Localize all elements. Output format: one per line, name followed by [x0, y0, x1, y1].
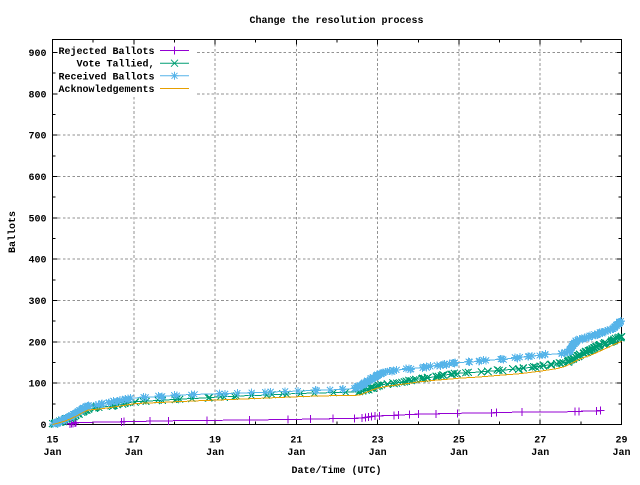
svg-text:Rejected Ballots: Rejected Ballots	[58, 46, 154, 58]
svg-text:25: 25	[453, 436, 465, 447]
svg-text:700: 700	[28, 132, 46, 143]
svg-text:Vote Tallied,: Vote Tallied,	[76, 59, 154, 71]
svg-text:400: 400	[28, 256, 46, 267]
svg-text:200: 200	[28, 338, 46, 349]
svg-text:900: 900	[28, 49, 46, 60]
svg-text:Acknowledgements: Acknowledgements	[58, 84, 154, 96]
svg-text:600: 600	[28, 173, 46, 184]
svg-text:29: 29	[615, 436, 627, 447]
svg-text:800: 800	[28, 90, 46, 101]
svg-text:Jan: Jan	[206, 448, 224, 459]
svg-text:0: 0	[40, 421, 46, 432]
svg-text:21: 21	[290, 436, 302, 447]
svg-text:15: 15	[46, 436, 58, 447]
svg-text:Jan: Jan	[450, 448, 468, 459]
svg-text:Jan: Jan	[369, 448, 387, 459]
svg-text:17: 17	[128, 436, 140, 447]
svg-text:19: 19	[209, 436, 221, 447]
svg-text:Received Ballots: Received Ballots	[58, 71, 154, 83]
svg-text:Ballots: Ballots	[7, 211, 19, 253]
svg-text:100: 100	[28, 380, 46, 391]
svg-text:Jan: Jan	[531, 448, 549, 459]
svg-text:Jan: Jan	[287, 448, 305, 459]
svg-text:Change the resolution process: Change the resolution process	[249, 15, 423, 27]
svg-text:Jan: Jan	[43, 448, 61, 459]
svg-text:Jan: Jan	[612, 448, 630, 459]
svg-text:300: 300	[28, 297, 46, 308]
svg-text:23: 23	[372, 436, 384, 447]
svg-text:Jan: Jan	[125, 448, 143, 459]
svg-text:500: 500	[28, 214, 46, 225]
svg-text:27: 27	[534, 436, 546, 447]
svg-text:Date/Time (UTC): Date/Time (UTC)	[291, 465, 381, 477]
